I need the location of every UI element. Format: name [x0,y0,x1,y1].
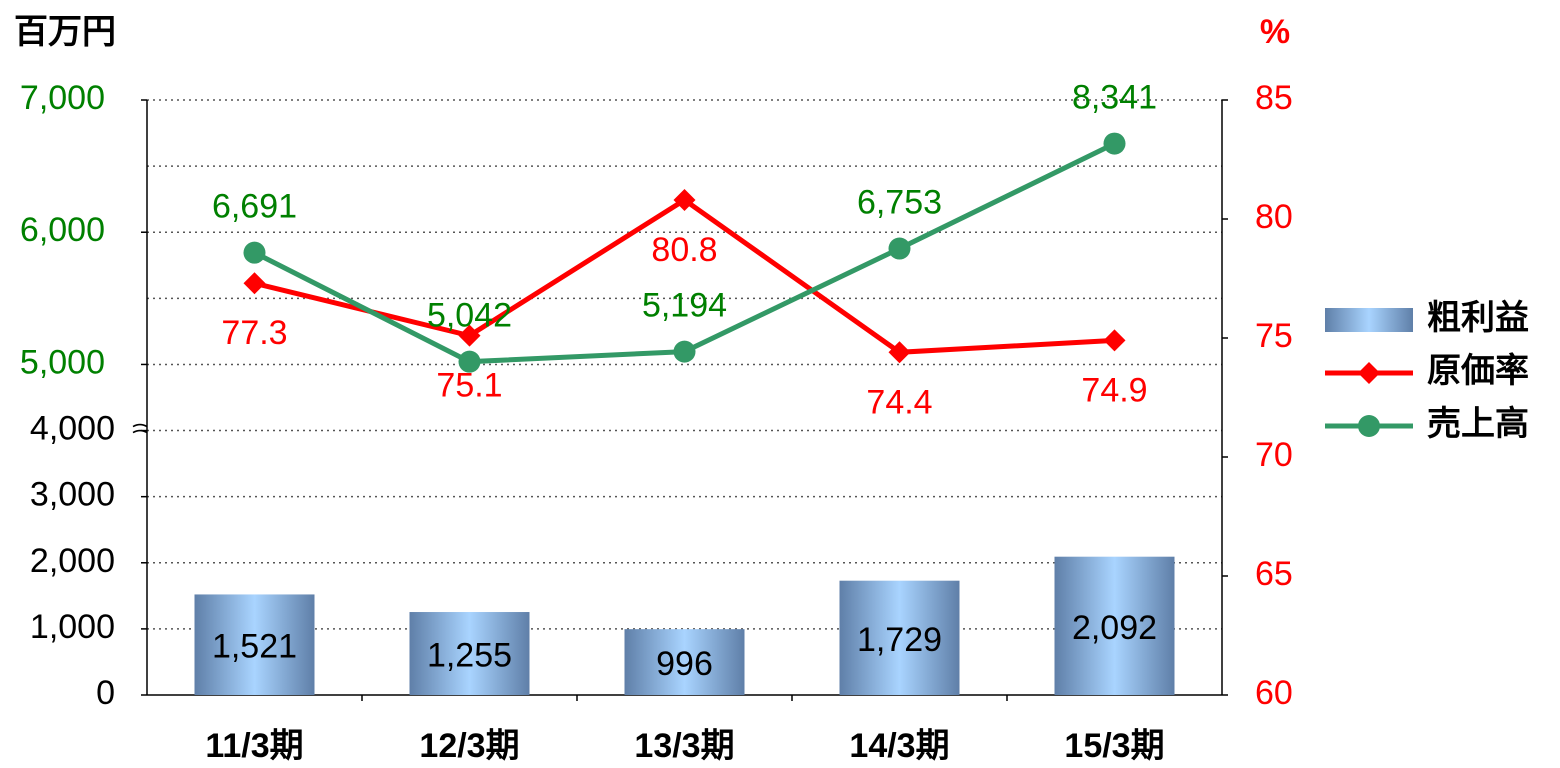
legend-label: 原価率 [1427,352,1529,390]
data-label: 77.3 [221,314,287,352]
marker [1103,132,1126,155]
data-label: 74.9 [1081,371,1147,409]
y2-tick-label: 80 [1255,198,1293,236]
marker [243,272,266,295]
bar [624,629,745,695]
y-tick-label: 7,000 [20,79,105,117]
x-tick-label: 13/3期 [634,727,734,765]
bar [1054,556,1175,695]
legend-label: 売上高 [1427,405,1529,443]
y2-tick-label: 70 [1255,436,1293,474]
bar-label: 996 [656,645,713,683]
y-tick-label: 0 [96,674,115,712]
marker [458,324,481,347]
y-tick-label: 3,000 [30,476,115,514]
marker [673,340,696,363]
y-unit: 百万円 [14,13,116,51]
marker [458,350,481,373]
marker [1103,329,1126,352]
bar-label: 2,092 [1072,609,1157,647]
marker [888,237,911,260]
y-tick-label: 1,000 [30,608,115,646]
marker [243,241,266,264]
data-label: 74.4 [866,383,932,421]
y2-tick-label: 65 [1255,555,1293,593]
x-tick-label: 15/3期 [1064,727,1164,765]
line [253,196,1115,355]
data-label: 80.8 [651,231,717,269]
y-tick-label: 2,000 [30,542,115,580]
data-label: 5,042 [427,297,512,335]
y-tick-label: 6,000 [20,211,105,249]
marker [673,188,696,211]
legend-swatch [1325,308,1413,332]
bar [409,612,530,695]
y-tick-label: 5,000 [20,343,105,381]
x-tick-label: 14/3期 [849,727,949,765]
data-label: 6,753 [857,184,942,222]
data-label: 8,341 [1072,79,1157,117]
bar [839,580,960,695]
legend-marker [1358,415,1380,437]
x-tick-label: 11/3期 [205,727,303,765]
bar-label: 1,729 [857,621,942,659]
data-label: 75.1 [436,367,502,405]
bar [194,594,315,695]
legend-marker [1358,362,1380,384]
bar-label: 1,255 [427,636,512,674]
y2-tick-label: 75 [1255,317,1293,355]
marker [888,341,911,364]
data-label: 5,194 [642,287,727,325]
data-label: 6,691 [212,188,297,226]
y2-tick-label: 60 [1255,674,1293,712]
x-tick-label: 12/3期 [419,727,519,765]
y2-unit: % [1260,13,1290,51]
bar-label: 1,521 [212,628,297,666]
y2-tick-label: 85 [1255,79,1293,117]
y-tick-label: 4,000 [30,410,115,448]
legend-label: 粗利益 [1427,299,1529,337]
axis-break [132,423,148,434]
